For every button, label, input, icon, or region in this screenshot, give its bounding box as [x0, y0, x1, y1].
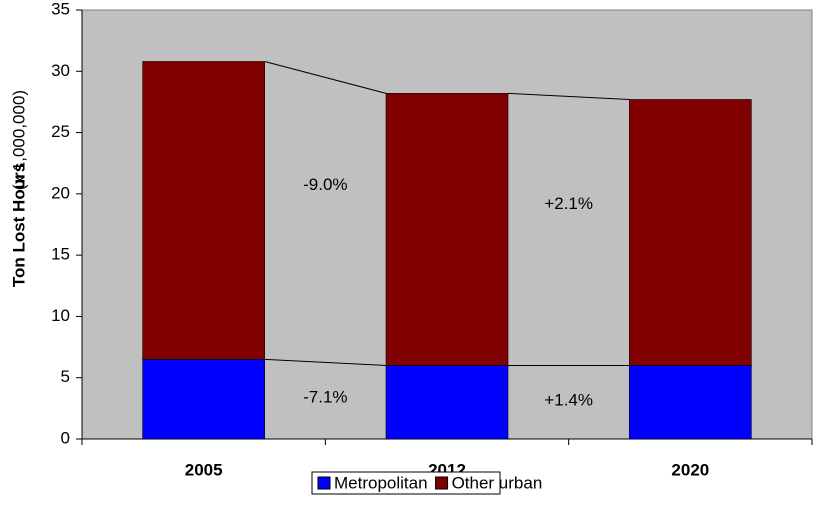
y-axis-label: Ton Lost Hours	[9, 163, 28, 287]
legend-box	[311, 471, 501, 495]
y-axis-unit: (x 1,000,000)	[9, 90, 28, 190]
connector-line	[264, 358, 387, 366]
bar-segment	[629, 99, 752, 366]
y-tick-label: 15	[51, 245, 70, 264]
annotation: +1.4%	[544, 391, 593, 410]
bar-segment	[385, 93, 509, 366]
legend: Metropolitan Other urban	[311, 471, 543, 495]
bar-segment	[142, 359, 265, 440]
y-tick-label: 10	[51, 306, 70, 325]
bar-segment	[142, 61, 265, 360]
annotation: -7.1%	[303, 388, 347, 407]
x-tick-label: 2020	[671, 460, 709, 479]
y-tick-label: 30	[51, 61, 70, 80]
y-tick-label: 0	[61, 428, 70, 447]
connector-line	[507, 92, 630, 100]
bar-segment	[385, 365, 509, 440]
y-tick-label: 35	[51, 0, 70, 18]
legend-swatch	[435, 476, 449, 490]
legend-swatch	[317, 476, 331, 490]
legend-label: Other urban	[452, 473, 543, 492]
annotation: +2.1%	[544, 194, 593, 213]
connector-line	[264, 60, 387, 94]
y-tick-label: 25	[51, 122, 70, 141]
bar-segment	[629, 365, 752, 440]
y-tick-label: 5	[61, 367, 70, 386]
y-tick-label: 20	[51, 183, 70, 202]
x-tick-label: 2005	[185, 460, 223, 479]
legend-label: Metropolitan	[334, 473, 428, 492]
annotation: -9.0%	[303, 175, 347, 194]
